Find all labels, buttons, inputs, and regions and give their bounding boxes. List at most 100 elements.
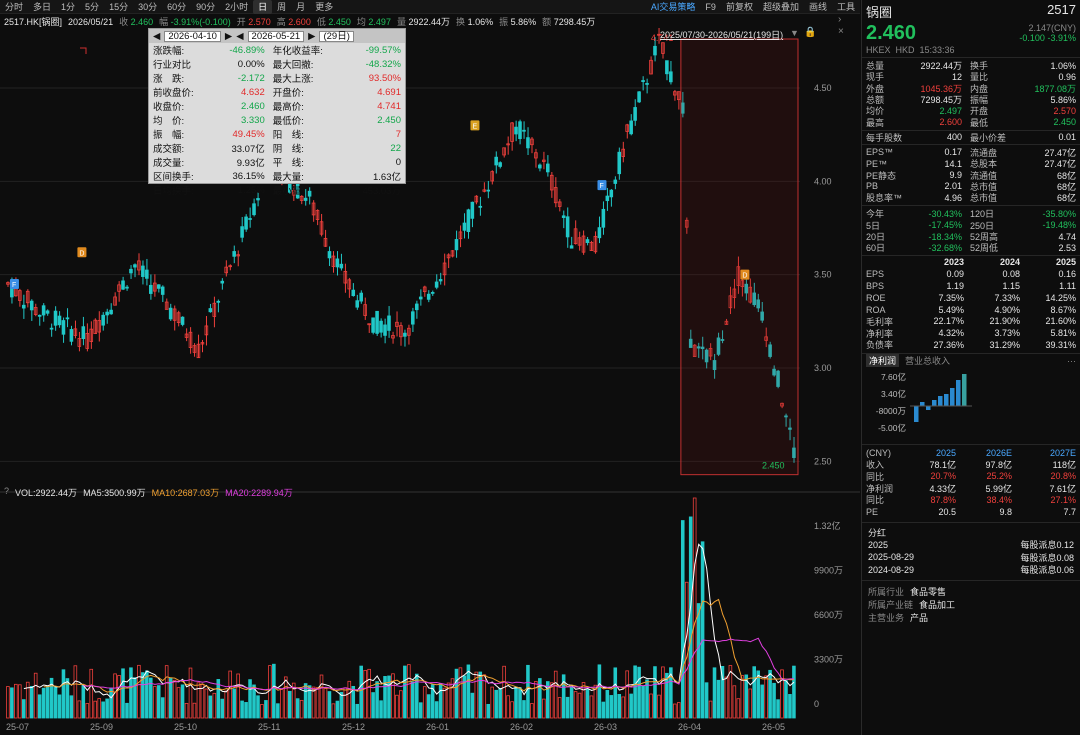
volume-bar [649, 693, 653, 719]
event-marker[interactable] [9, 279, 19, 289]
period-tab-9[interactable]: 日 [253, 0, 273, 14]
candle [160, 286, 165, 295]
tab-revenue[interactable]: 营业总收入 [905, 356, 951, 367]
help-icon[interactable]: ? [4, 486, 10, 496]
stat-value: 2.600 [939, 117, 962, 128]
candle [760, 311, 764, 321]
price-tick: 4.00 [814, 176, 832, 186]
tool-tab-4[interactable]: 画线 [808, 1, 827, 12]
volume-bar [565, 696, 570, 719]
candle [240, 226, 244, 238]
period-tab-11[interactable]: 月 [296, 1, 306, 12]
end-prev-arrow[interactable]: ◀ [236, 30, 244, 42]
candle [307, 190, 312, 197]
forecast-cell: PE [866, 506, 879, 517]
industry-row: 主营业务 产品 [862, 611, 1080, 624]
kline-svg[interactable]: 4.50 4.00 3.50 3.00 2.50 1.32亿 9900万 6600万 3300万… [0, 28, 860, 735]
period-tab-4[interactable]: 15分 [109, 1, 129, 12]
event-marker[interactable] [77, 247, 87, 258]
fin-cell: 27.36% [933, 339, 964, 350]
candle [45, 310, 50, 314]
dividend-row: 2025 每股派息0.12 [862, 539, 1080, 552]
period-tab-8[interactable]: 2小时 [225, 1, 249, 12]
volume-bar [462, 675, 467, 719]
period-tab-5[interactable]: 30分 [138, 1, 158, 12]
kline-chart[interactable]: 4.50 4.00 3.50 3.00 2.50 1.32亿 9900万 6600万 3300万… [0, 14, 860, 735]
stat-value: -17.45% [928, 220, 962, 231]
period-tab-7[interactable]: 90分 [196, 1, 216, 12]
event-marker[interactable] [470, 120, 480, 131]
start-date-field[interactable]: 2026-04-10 [164, 30, 221, 42]
fin-cell: 14.25% [1045, 292, 1076, 303]
period-tabs: 分时 多日 1分 5分 15分 30分 60分 90分 2小时日周月更多 [0, 0, 338, 14]
candle [196, 343, 201, 359]
fin-cell: 3.73% [994, 328, 1020, 339]
forecast-row: 净利润 4.33亿 5.99亿 7.61亿 [862, 482, 1080, 494]
candle [141, 265, 145, 277]
industry-value[interactable]: 产品 [910, 613, 929, 624]
interval-selection[interactable] [680, 38, 799, 476]
dividend-title: 分红 [868, 527, 887, 538]
quote-close: 2.460 [130, 17, 154, 27]
candle [593, 235, 598, 253]
tab-net-profit[interactable]: 净利润 [866, 354, 900, 368]
lock-icon[interactable]: 🔒 [804, 27, 817, 38]
start-prev-arrow[interactable]: ◀ [153, 30, 161, 42]
period-tab-3[interactable]: 5分 [85, 1, 100, 12]
close-icon[interactable]: × [838, 26, 844, 37]
range-dropdown-icon[interactable]: ▼ [790, 28, 799, 38]
popup-cell: 4.691 [377, 86, 401, 98]
industry-value[interactable]: 食品加工 [919, 600, 956, 611]
more-icon[interactable]: ··· [1067, 355, 1076, 366]
popup-table: 涨跌幅: -46.89% 年化收益率: -99.57% 行业对比 0.00% 最大回撤: -4… [149, 43, 405, 198]
period-tab-0[interactable]: 分时 [5, 1, 24, 12]
fin-row: 毛利率 22.17% 21.90% 21.60% [862, 315, 1080, 327]
popup-row: 成交量: 9.93亿平 线: 0 [149, 155, 405, 170]
candle [784, 415, 788, 418]
end-date-field[interactable]: 2026-05-21 [247, 30, 305, 42]
period-tab-10[interactable]: 周 [277, 1, 287, 12]
candle [331, 255, 336, 267]
period-tab-2[interactable]: 1分 [61, 1, 76, 12]
volume-bar [669, 667, 673, 719]
ma5-value: MA5:3500.99万 [83, 488, 146, 498]
volume-bar [383, 676, 387, 719]
candle [399, 325, 403, 338]
period-tab-6[interactable]: 60分 [167, 1, 187, 12]
candle [534, 152, 538, 159]
volume-bar [379, 700, 383, 719]
volume-bar [720, 665, 725, 719]
popup-row: 收盘价: 2.460 最高价: 4.741 [149, 99, 405, 114]
tool-tab-0[interactable]: AI交易策略 [650, 1, 696, 12]
tool-tab-3[interactable]: 超级叠加 [762, 1, 799, 12]
period-tab-1[interactable]: 多日 [33, 1, 52, 12]
forecast-cell: 97.8亿 [985, 460, 1012, 471]
volume-bar [724, 676, 729, 719]
event-marker[interactable] [740, 269, 750, 280]
candle [728, 295, 733, 309]
candle [411, 311, 415, 325]
event-marker[interactable] [597, 180, 607, 191]
industry-value[interactable]: 食品零售 [910, 587, 947, 598]
period-tab-12[interactable]: 更多 [315, 1, 334, 12]
tool-tab-5[interactable]: 工具 [836, 1, 855, 12]
quote-bar: 2517.HK[锅圈] 2026/05/21 收 2.460 幅 -3.91%(… [4, 16, 596, 28]
chevron-right-icon[interactable]: › [838, 14, 842, 25]
candle [740, 280, 745, 288]
forecast-head: 2027E [1049, 447, 1076, 458]
volume-bar [53, 686, 58, 719]
fin-cell: 负债率 [866, 340, 894, 351]
ma20-value: MA20:2289.94万 [225, 488, 293, 498]
tool-tab-2[interactable]: 前复权 [725, 1, 753, 12]
volume-bar [61, 669, 66, 719]
candle [156, 284, 161, 289]
tool-tab-1[interactable]: F9 [705, 1, 716, 12]
volume-bar [85, 703, 90, 719]
start-next-arrow[interactable]: ▶ [224, 30, 233, 42]
candle [224, 266, 229, 274]
stat-label: 最低 [970, 117, 989, 128]
end-next-arrow[interactable]: ▶ [308, 30, 316, 42]
stat-label: 今年 [866, 209, 885, 220]
fin-cell: 7.33% [994, 292, 1020, 303]
volume-bar [466, 664, 471, 719]
